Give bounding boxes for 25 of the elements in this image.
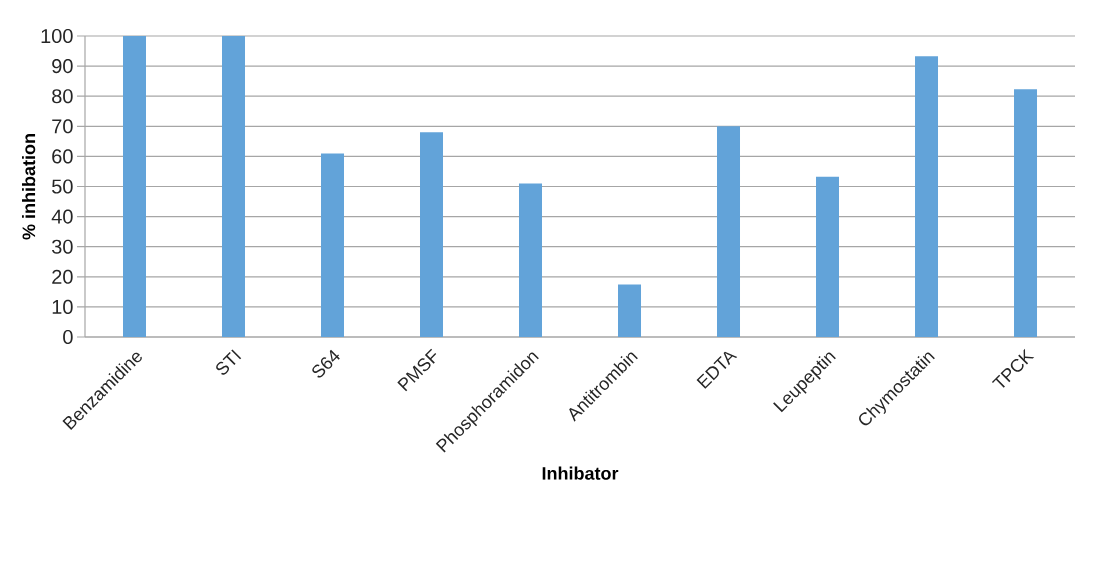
bar [717,126,741,337]
bar [321,153,344,337]
y-tick-label: 0 [63,329,73,345]
bar [816,176,840,337]
x-axis-title: Inhibator [542,466,619,480]
x-tick-label: STI [216,349,242,375]
y-tick-label: 30 [51,239,73,254]
bar [1014,89,1038,337]
y-axis-title: % inhibation [22,134,36,240]
bar [915,56,939,337]
y-tick-label: 50 [52,179,73,194]
bar [618,284,642,337]
y-tick-label: 10 [52,299,73,314]
y-tick-label: 60 [52,149,73,164]
y-tick-label: 70 [52,119,73,134]
bar [420,132,443,337]
x-tick-label: S64 [312,349,340,378]
bar [222,36,245,337]
y-tick-label: 40 [51,209,73,224]
y-tick-label: 20 [52,269,73,284]
bar [123,36,146,337]
bar [519,183,543,337]
y-tick-label: 100 [41,28,73,44]
y-tick-label: 80 [52,89,73,104]
y-tick-label: 90 [52,59,73,74]
